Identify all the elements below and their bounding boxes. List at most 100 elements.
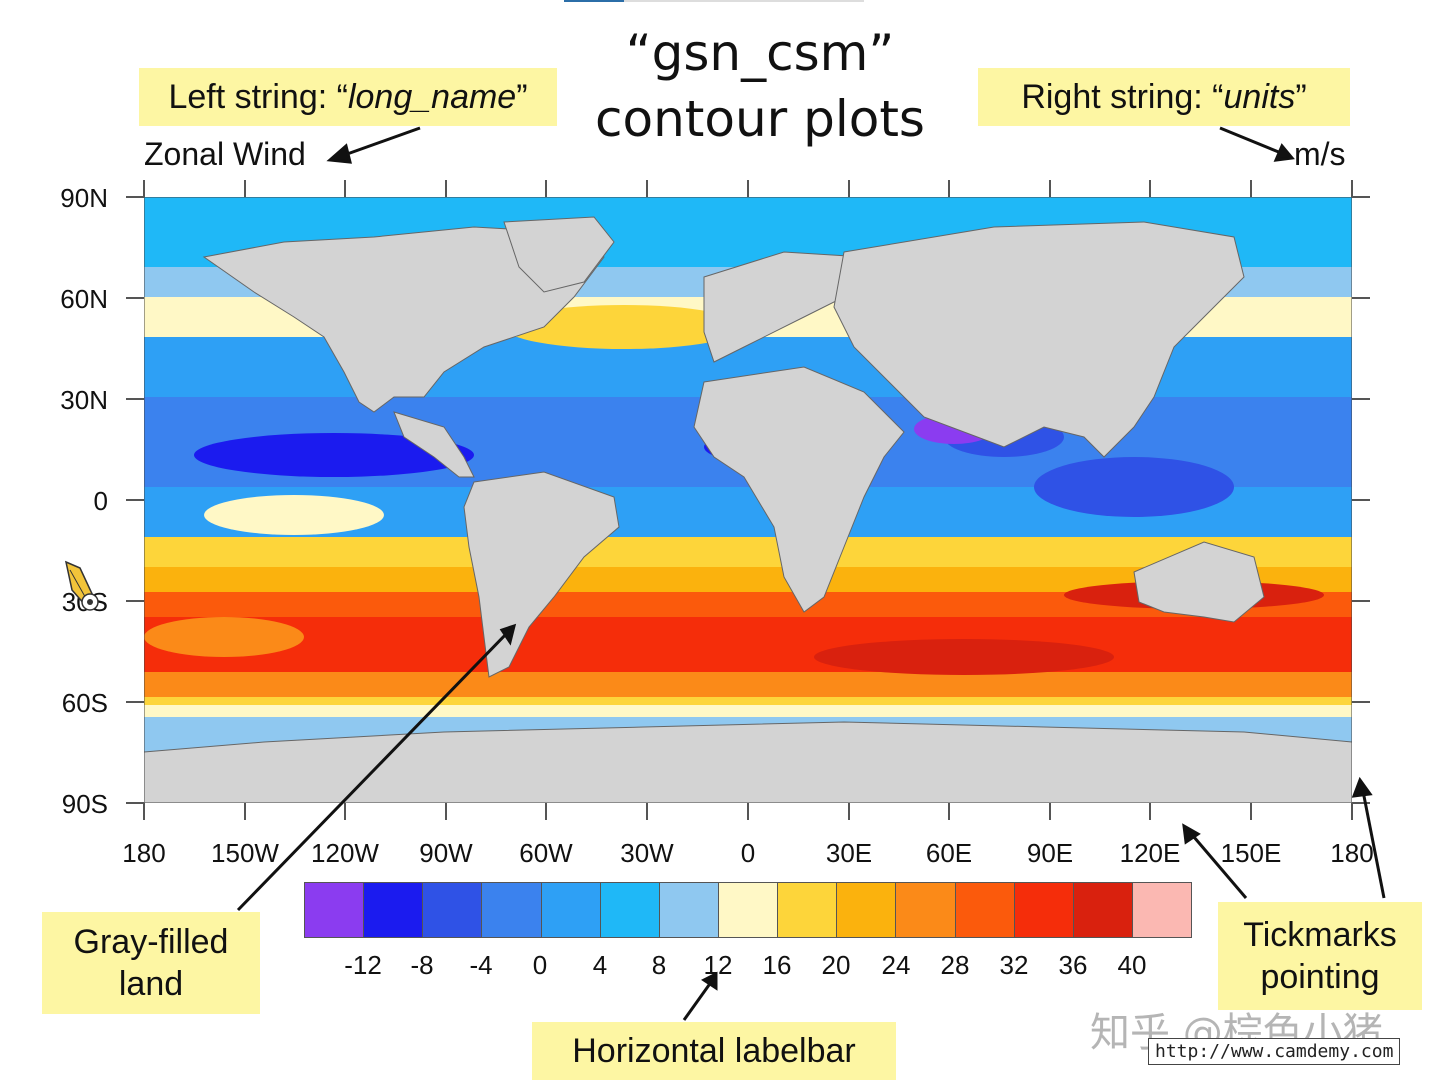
tickmarks-callout-line1: Tickmarks <box>1243 916 1397 954</box>
arrow-right-string <box>1219 126 1287 157</box>
top-strip-accent <box>564 0 624 2</box>
chart-title-line1: “gsn_csm” <box>625 24 895 82</box>
land-north-america <box>202 226 605 413</box>
lat-label-0: 0 <box>93 486 108 516</box>
labelbar-callout-text: Horizontal labelbar <box>572 1032 856 1070</box>
lon-label-120e: 120E <box>1119 838 1181 868</box>
gray-land-callout-line1: Gray-filled <box>73 923 229 961</box>
chart-title: “gsn_csm” contour plots <box>540 20 980 152</box>
right-string: m/s <box>1294 136 1346 172</box>
labelbar-callout: Horizontal labelbar <box>532 1022 896 1080</box>
map-svg <box>143 196 1353 804</box>
labelbar-box-4 <box>541 883 601 937</box>
land-europe <box>703 251 865 363</box>
chart-title-line2: contour plots <box>595 90 925 148</box>
labelbar-label-1: -8 <box>410 950 434 980</box>
labelbar-label-0: -12 <box>344 950 382 980</box>
labelbar-label-4: 4 <box>592 950 608 980</box>
land-south-america <box>463 471 620 678</box>
labelbar-box-5 <box>600 883 660 937</box>
lon-label-90w: 90W <box>419 838 473 868</box>
labelbar-label-11: 32 <box>999 950 1029 980</box>
lat-label-30n: 30N <box>60 385 108 415</box>
labelbar-label-13: 40 <box>1117 950 1147 980</box>
land-central-america <box>393 411 475 478</box>
labelbar-label-9: 24 <box>881 950 911 980</box>
labelbar-label-5: 8 <box>651 950 667 980</box>
arrow-left-string <box>335 126 421 160</box>
watermark-url: http://www.camdemy.com <box>1148 1038 1401 1065</box>
blob-maritime-low <box>1034 457 1234 517</box>
band-jet-south-4 <box>144 697 1352 707</box>
labelbar-label-7: 16 <box>762 950 792 980</box>
right-string-callout-value: units <box>1223 78 1296 116</box>
arrow-tickmarks-1 <box>1186 829 1248 899</box>
arrow-gray-land <box>236 628 512 912</box>
labelbar-box-6 <box>659 883 719 937</box>
lon-label-0: 0 <box>740 838 756 868</box>
land-greenland <box>503 216 615 293</box>
left-string-callout-value: long_name <box>347 78 517 116</box>
right-string-callout: Right string: “units” <box>978 68 1350 126</box>
lon-label-60w: 60W <box>519 838 573 868</box>
lat-label-60s: 60S <box>61 688 108 718</box>
right-string-callout-suffix: ” <box>1295 78 1307 116</box>
labelbar-box-7 <box>718 883 779 937</box>
arrow-tickmarks-1-head <box>1182 823 1201 845</box>
band-jet-south-core <box>144 617 1352 677</box>
left-string-callout-prefix: Left string: “ <box>168 78 348 116</box>
tickmarks-group <box>126 180 1370 820</box>
lon-label-180e: 180 <box>1330 838 1374 868</box>
top-strip <box>564 0 864 2</box>
labelbar-box-13 <box>1073 883 1133 937</box>
lon-label-150w: 150W <box>211 838 279 868</box>
arrow-right-string-head <box>1273 143 1295 162</box>
arrow-left-string-head <box>326 143 352 164</box>
labelbar-label-12: 36 <box>1058 950 1088 980</box>
labelbar-box-1 <box>364 883 424 937</box>
labelbar-box-9 <box>837 883 897 937</box>
arrow-tickmarks-2 <box>1360 785 1386 899</box>
lat-label-90n: 90N <box>60 183 108 213</box>
lat-label-90s: 90S <box>61 789 108 819</box>
blob-south-indian-core <box>814 639 1114 675</box>
annotation-arrows <box>236 126 1386 1021</box>
lon-label-90e: 90E <box>1026 838 1074 868</box>
tickmarks-callout-line2: pointing <box>1260 958 1380 996</box>
lat-label-60n: 60N <box>60 284 108 314</box>
labelbar-label-2: -4 <box>469 950 493 980</box>
blob-south-pacific-core2 <box>144 617 304 657</box>
lon-label-150e: 150E <box>1220 838 1282 868</box>
labelbar-label-3: 0 <box>532 950 548 980</box>
labelbar-box-8 <box>778 883 838 937</box>
labelbar-box-3 <box>482 883 542 937</box>
band-sub-polar-south <box>144 705 1352 717</box>
arrow-gray-land-head <box>499 623 517 646</box>
gray-land-callout: Gray-filled land <box>42 912 260 1014</box>
labelbar <box>304 882 1192 938</box>
land-asia <box>833 221 1245 458</box>
right-string-callout-prefix: Right string: “ <box>1021 78 1224 116</box>
lon-label-60e: 60E <box>925 838 973 868</box>
lon-label-30e: 30E <box>825 838 873 868</box>
arrow-tickmarks-2-head <box>1351 776 1373 798</box>
labelbar-label-10: 28 <box>940 950 970 980</box>
labelbar-label-8: 20 <box>821 950 851 980</box>
blob-east-pacific-low <box>194 433 474 477</box>
arrow-labelbar-head <box>701 971 718 991</box>
labelbar-box-10 <box>896 883 956 937</box>
lon-label-180w: 180 <box>122 838 166 868</box>
labelbar-box-0 <box>305 883 365 937</box>
tickmarks-callout: Tickmarks pointing <box>1218 902 1422 1010</box>
land-africa <box>693 366 905 613</box>
labelbar-box-2 <box>423 883 483 937</box>
left-string-callout: Left string: “long_name” <box>139 68 557 126</box>
left-string-callout-suffix: ” <box>516 78 528 116</box>
labelbar-box-14 <box>1132 883 1192 937</box>
pencil-cursor-icon <box>64 560 99 611</box>
land-australia <box>1133 541 1265 623</box>
labelbar-box-11 <box>955 883 1015 937</box>
labelbar-box-12 <box>1014 883 1074 937</box>
blob-pacific-equator <box>204 495 384 535</box>
